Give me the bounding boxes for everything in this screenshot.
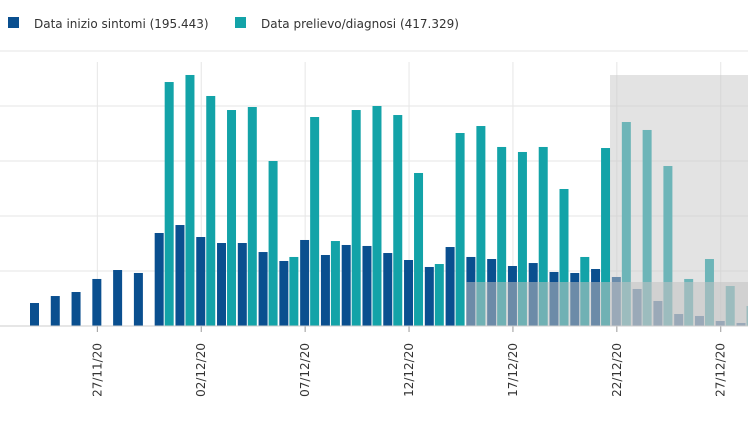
bar (383, 253, 393, 326)
bar (310, 117, 320, 326)
x-tick-label: 12/12/20 (402, 343, 416, 397)
bar (185, 74, 195, 326)
bar (50, 296, 60, 326)
x-tick-label: 27/11/20 (90, 343, 104, 397)
bar (404, 260, 414, 326)
bar (476, 126, 486, 327)
bar (175, 225, 185, 326)
bar (455, 133, 465, 326)
bar (300, 239, 310, 326)
bar (113, 270, 123, 326)
bar (424, 266, 434, 326)
bar (497, 146, 507, 326)
bar (30, 303, 39, 326)
x-tick-label: 02/12/20 (194, 343, 208, 397)
bar (92, 278, 102, 326)
x-tick-label: 07/12/20 (298, 343, 312, 397)
bar (330, 241, 340, 326)
shade-region (610, 75, 748, 326)
bar (393, 115, 403, 327)
bar (289, 256, 299, 326)
bar (258, 252, 268, 326)
legend-label: Data inizio sintomi (195.443) (34, 17, 209, 31)
legend-swatch (235, 17, 246, 28)
bar (517, 151, 527, 326)
legend-label: Data prelievo/diagnosi (417.329) (261, 17, 459, 31)
bar (247, 106, 257, 327)
bar (206, 95, 216, 327)
bar (279, 260, 289, 326)
bar (341, 244, 351, 326)
bar (601, 148, 611, 326)
bar (237, 243, 247, 326)
bar (351, 110, 361, 326)
bar (538, 146, 548, 326)
bar (217, 243, 227, 326)
bar (71, 292, 81, 326)
bar (196, 237, 206, 326)
bar (445, 247, 455, 326)
bar (559, 188, 569, 326)
bar (154, 232, 164, 326)
bar (434, 264, 444, 326)
bar (372, 106, 382, 326)
bar (268, 161, 278, 326)
x-tick-label: 17/12/20 (506, 343, 520, 397)
bar (227, 110, 237, 326)
bar (362, 245, 372, 326)
bar (164, 82, 174, 327)
x-tick-label: 22/12/20 (610, 343, 624, 397)
bar (133, 272, 143, 326)
legend-swatch (8, 17, 19, 28)
bar (320, 254, 330, 326)
bar (414, 172, 424, 326)
x-tick-label: 27/12/20 (714, 343, 728, 397)
